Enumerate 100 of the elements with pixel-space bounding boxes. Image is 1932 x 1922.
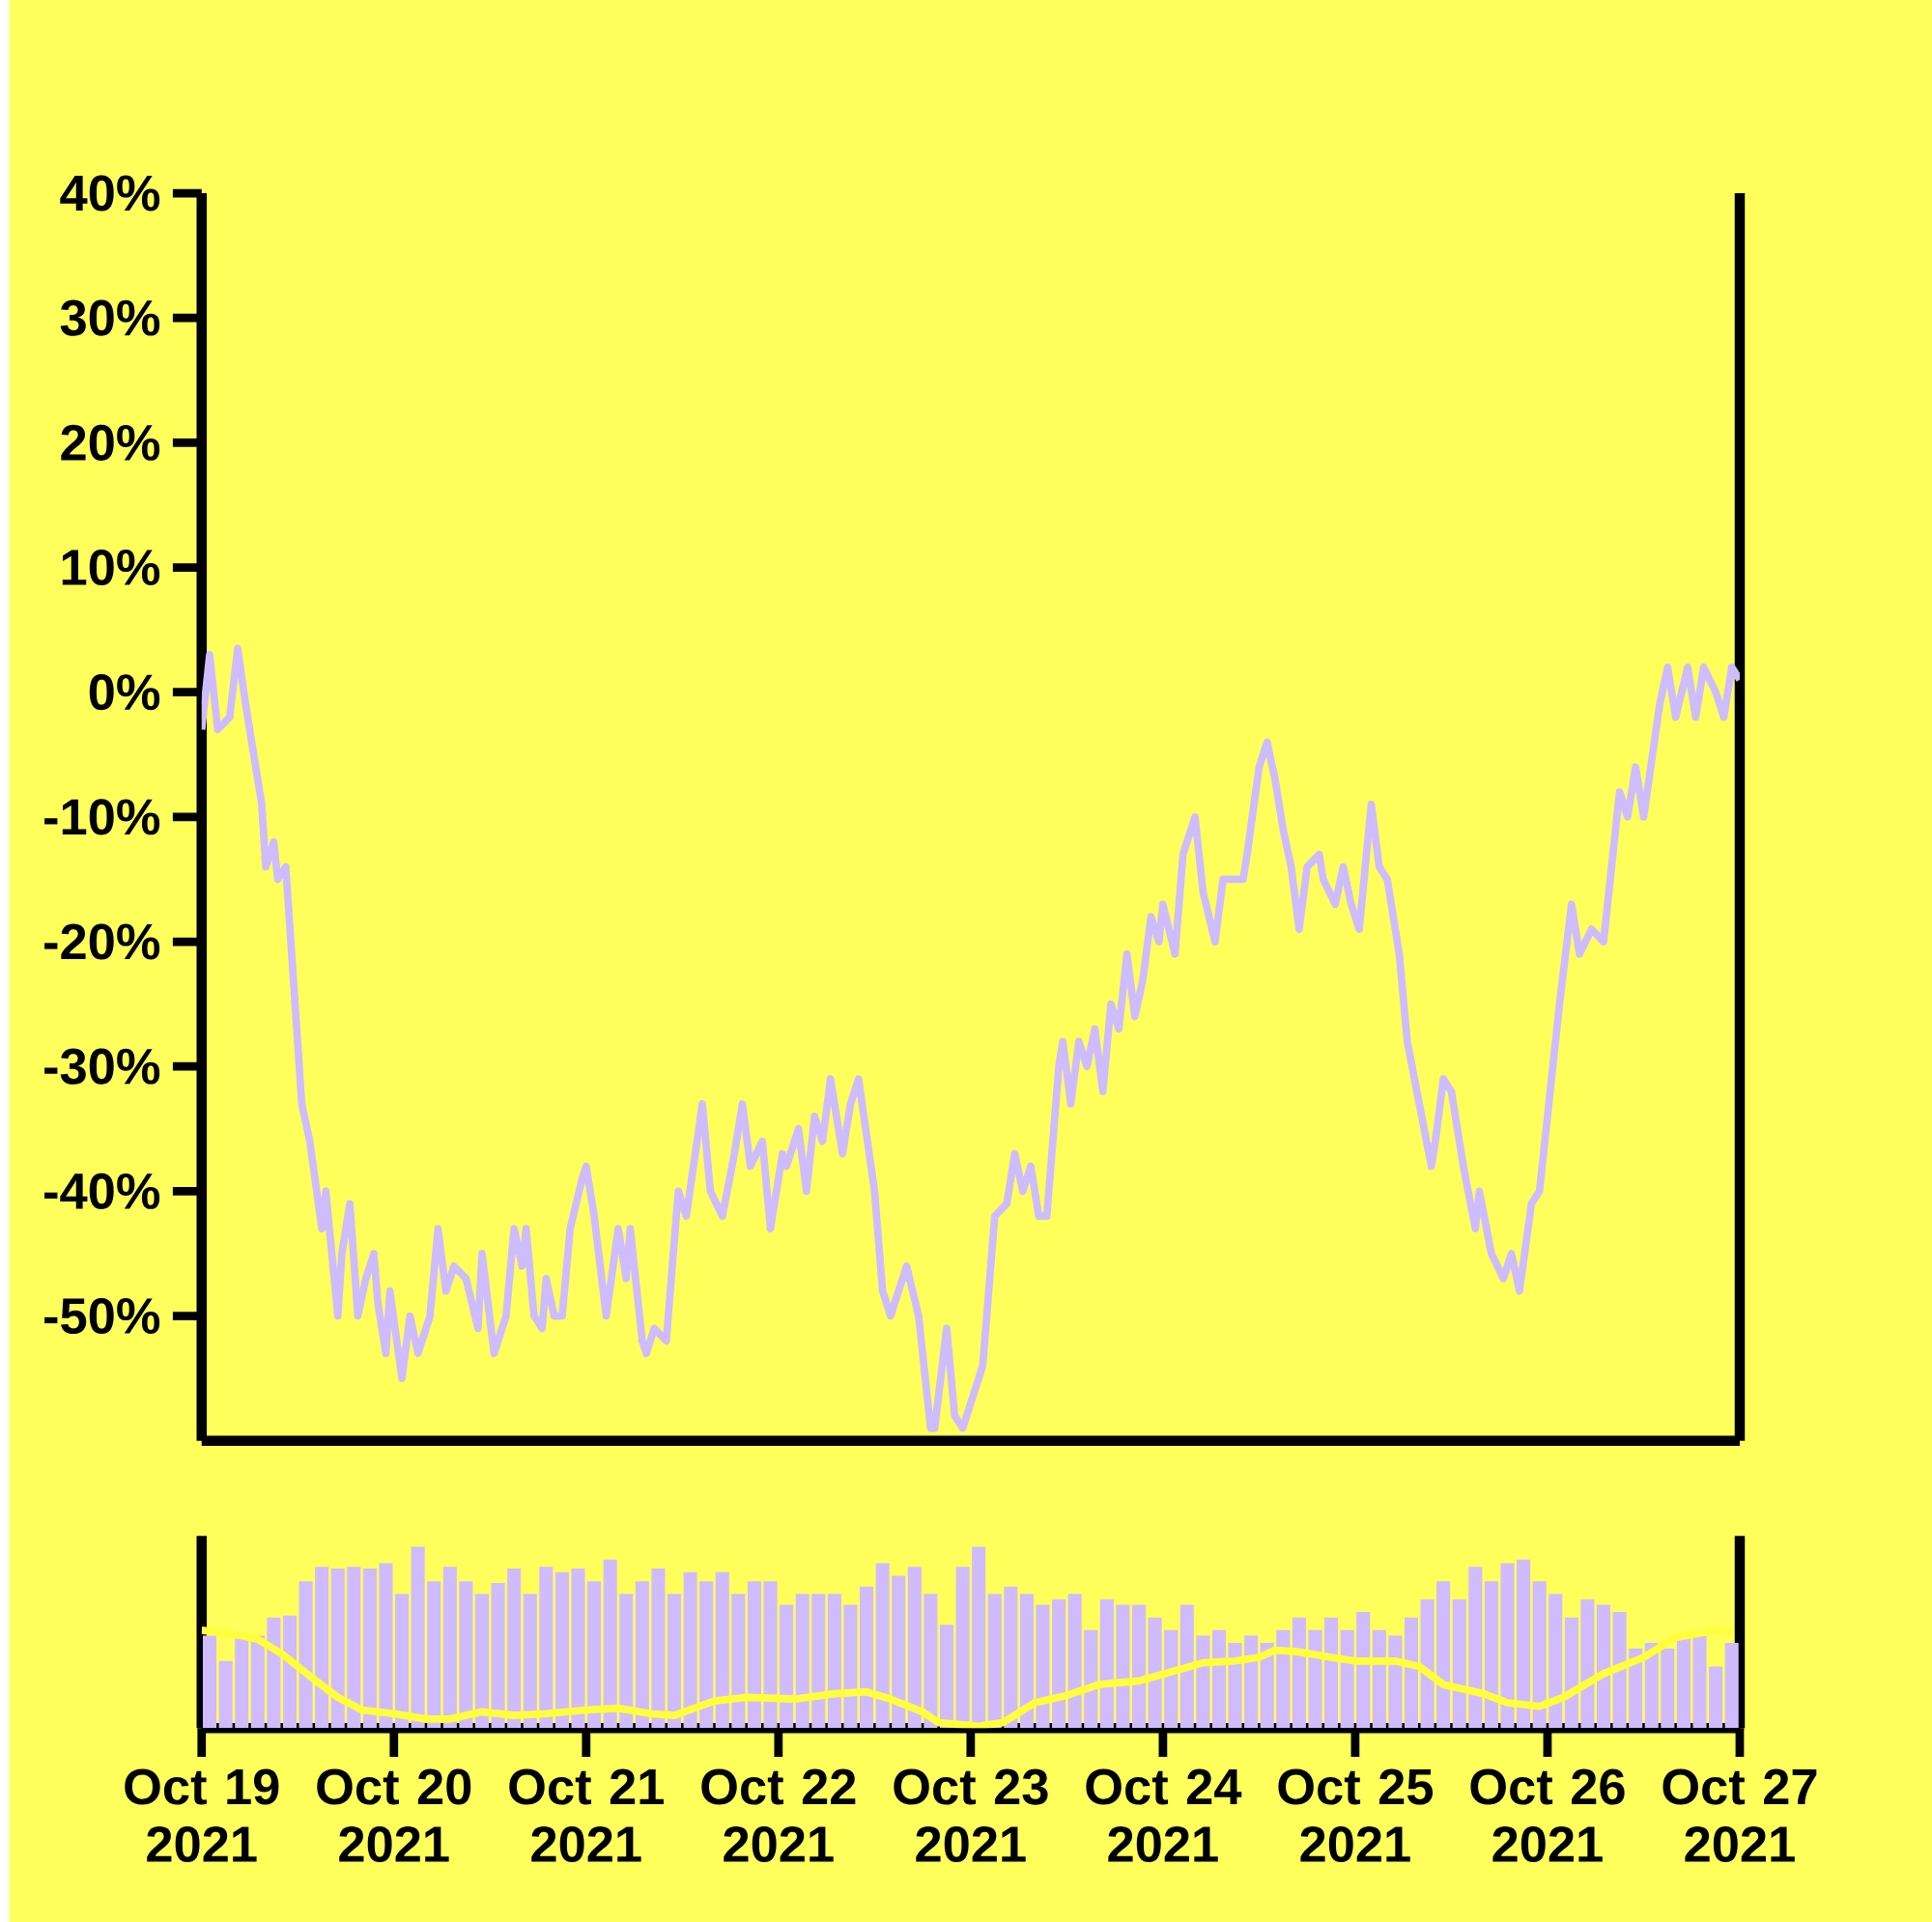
bar (1019, 1594, 1034, 1729)
bar (1452, 1598, 1466, 1729)
x-tick-label: Oct 19 2021 (125, 1768, 279, 1862)
bar (763, 1581, 778, 1729)
x-tick-label: Oct 24 2021 (1086, 1768, 1242, 1862)
bar (1612, 1611, 1627, 1729)
bar (1131, 1604, 1147, 1729)
bar (442, 1567, 457, 1729)
bar (907, 1567, 922, 1729)
bar (523, 1594, 537, 1729)
bar (235, 1635, 249, 1729)
bar (1500, 1563, 1515, 1729)
bar (1596, 1604, 1611, 1729)
bar (267, 1617, 281, 1729)
bar (1340, 1629, 1354, 1729)
bar (539, 1567, 554, 1729)
bar (330, 1568, 345, 1729)
bar (507, 1568, 522, 1729)
bar (1148, 1617, 1162, 1729)
bar (1709, 1666, 1723, 1729)
bar (459, 1581, 473, 1729)
bar (811, 1594, 826, 1729)
bar (587, 1581, 602, 1729)
bar (1388, 1635, 1403, 1729)
y-tick-label: 30% (60, 299, 160, 336)
bar (1036, 1604, 1050, 1729)
bar (1404, 1617, 1419, 1729)
x-tick-label: Oct 22 2021 (701, 1768, 856, 1862)
bar (603, 1559, 617, 1729)
bar (250, 1635, 265, 1729)
bar (875, 1563, 890, 1729)
bar (554, 1571, 569, 1729)
bar (923, 1594, 938, 1729)
bar (747, 1581, 762, 1729)
bar (1661, 1648, 1675, 1729)
bar (347, 1567, 361, 1729)
bar (1292, 1617, 1306, 1729)
bar (362, 1568, 377, 1729)
bar (1580, 1598, 1595, 1729)
bar (1420, 1598, 1435, 1729)
y-tick-label: 0% (89, 673, 160, 711)
bar (298, 1581, 313, 1729)
y-tick-label: 10% (62, 549, 160, 585)
bar (1260, 1642, 1274, 1729)
bar (411, 1546, 425, 1729)
bar (1228, 1642, 1242, 1729)
bar (699, 1581, 714, 1729)
bar (1067, 1594, 1082, 1729)
bar (571, 1568, 585, 1729)
bar (1356, 1611, 1371, 1729)
x-tick-label: Oct 25 2021 (1278, 1768, 1434, 1862)
bar (827, 1594, 841, 1729)
bar (1532, 1581, 1547, 1729)
x-tick-label: Oct 27 2021 (1662, 1768, 1817, 1862)
bar (1211, 1629, 1226, 1729)
bar (939, 1625, 954, 1729)
bar (1308, 1629, 1322, 1729)
bar (1179, 1604, 1194, 1729)
bar (491, 1582, 505, 1729)
bar (1468, 1567, 1483, 1729)
bar (667, 1594, 682, 1729)
y-tick-label: -40% (44, 1173, 160, 1209)
x-tick-label: Oct 20 2021 (317, 1768, 471, 1862)
bar (1116, 1604, 1130, 1729)
x-tick-label: Oct 26 2021 (1470, 1768, 1625, 1862)
bar (683, 1571, 697, 1729)
bar (395, 1594, 410, 1729)
x-tick-label: Oct 21 2021 (509, 1768, 664, 1862)
y-tick-label: 20% (61, 424, 160, 461)
y-tick-label: -10% (44, 799, 160, 835)
y-tick-label: -30% (44, 1048, 160, 1085)
bar (282, 1615, 298, 1729)
bar (860, 1586, 874, 1729)
bar (379, 1563, 393, 1729)
x-tick-label: Oct 23 2021 (894, 1768, 1048, 1862)
bar (1564, 1617, 1578, 1729)
y-tick-label: -50% (44, 1297, 160, 1334)
bar (843, 1604, 858, 1729)
bar (1323, 1617, 1339, 1729)
bar (1484, 1581, 1498, 1729)
bar (892, 1575, 906, 1729)
bar (987, 1594, 1002, 1729)
bar (1517, 1559, 1531, 1729)
bar (619, 1594, 634, 1729)
bar (1244, 1635, 1259, 1729)
bar (1164, 1629, 1179, 1729)
bar (1084, 1629, 1098, 1729)
bar (1372, 1629, 1386, 1729)
bar (1436, 1581, 1451, 1729)
bar (1004, 1586, 1018, 1729)
bar (1052, 1598, 1066, 1729)
bar (474, 1594, 490, 1729)
bar (1099, 1598, 1114, 1729)
bar (427, 1581, 441, 1729)
bar (1196, 1635, 1210, 1729)
y-tick-label: 40% (60, 175, 160, 212)
y-tick-label: -20% (44, 923, 160, 960)
bar (731, 1594, 746, 1729)
bar (715, 1571, 729, 1729)
bar (315, 1567, 329, 1729)
